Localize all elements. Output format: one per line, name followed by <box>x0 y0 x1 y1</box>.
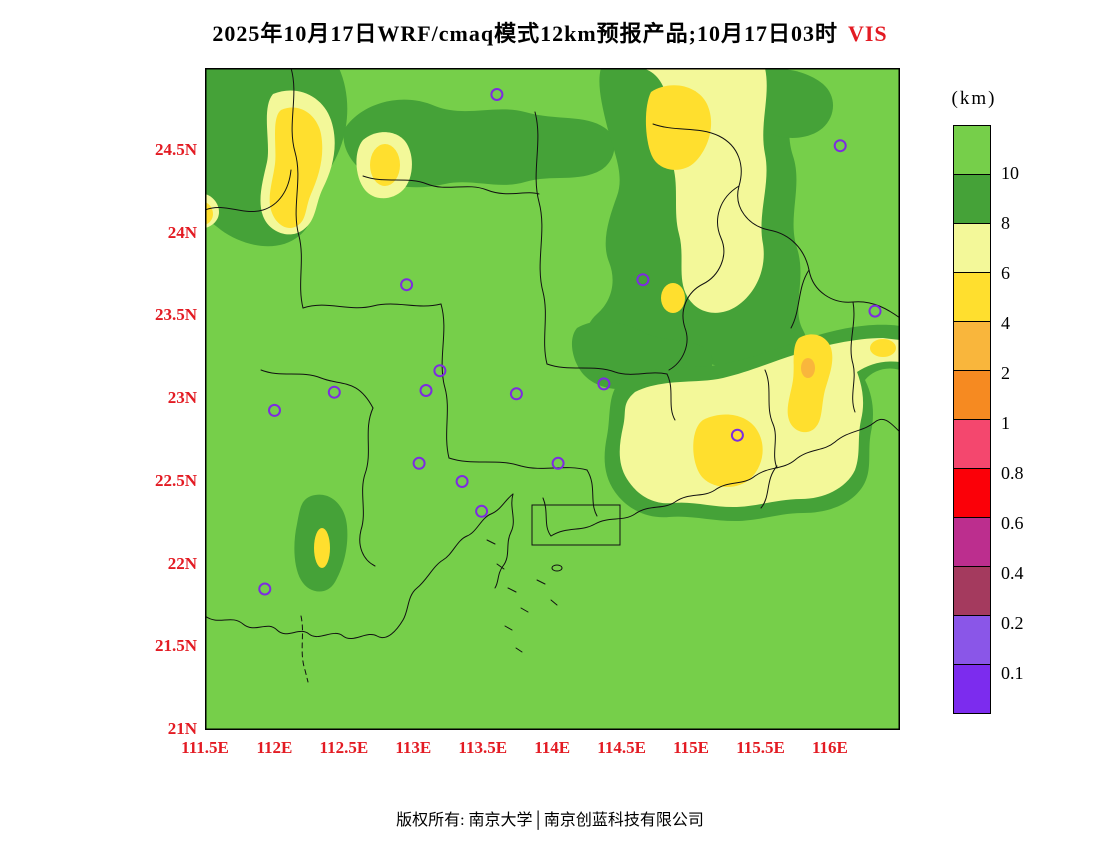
colorbar-cell-8 <box>953 517 991 567</box>
colorbar-label-6: 6 <box>1001 263 1010 283</box>
title-variable: VIS <box>847 21 888 46</box>
colorbar-cell-10 <box>953 615 991 665</box>
colorbar-label-0.2: 0.2 <box>1001 613 1024 633</box>
colorbar-cell-3 <box>953 272 991 322</box>
lat-tick-21.5N: 21.5N <box>154 636 197 656</box>
station-marker <box>268 403 281 417</box>
colorbar-label-0.1: 0.1 <box>1001 663 1024 683</box>
station-marker <box>258 582 272 596</box>
lat-tick-21N: 21N <box>167 718 197 738</box>
colorbar-label-0.6: 0.6 <box>1001 513 1024 533</box>
station-marker <box>833 139 847 153</box>
colorbar-label-8: 8 <box>1001 213 1010 233</box>
colorbar-label-10: 10 <box>1001 163 1019 183</box>
station-marker <box>327 385 341 399</box>
station-marker <box>400 278 414 292</box>
title-text: 2025年10月17日WRF/cmaq模式12km预报产品;10月17日03时 <box>212 21 838 46</box>
lon-tick-113.5E: 113.5E <box>458 738 508 757</box>
estuary-inset-box <box>531 504 621 546</box>
station-marker <box>551 456 565 470</box>
station-marker <box>509 387 523 401</box>
station-marker <box>597 377 611 391</box>
forecast-map <box>205 68 900 730</box>
lon-tick-114.5E: 114.5E <box>597 738 646 757</box>
colorbar-label-0.4: 0.4 <box>1001 563 1024 583</box>
station-marker <box>490 88 504 101</box>
lon-tick-112.5E: 112.5E <box>319 738 369 757</box>
station-marker <box>419 384 433 397</box>
copyright-footer: 版权所有: 南京大学│南京创蓝科技有限公司 <box>396 812 704 829</box>
colorbar-label-2: 2 <box>1001 363 1010 383</box>
lon-tick-111.5E: 111.5E <box>181 738 229 757</box>
colorbar-cell-5 <box>953 370 991 420</box>
colorbar-cell-6 <box>953 419 991 469</box>
station-markers <box>258 88 882 596</box>
lat-tick-24N: 24N <box>167 222 197 242</box>
station-marker <box>868 304 882 318</box>
colorbar-label-1: 1 <box>1001 413 1010 433</box>
colorbar-cell-0 <box>953 125 991 175</box>
station-marker <box>730 428 744 442</box>
lat-tick-23N: 23N <box>167 388 197 408</box>
lon-tick-115E: 115E <box>673 738 710 757</box>
lon-tick-112E: 112E <box>256 738 293 757</box>
contour-4-6km <box>205 85 896 568</box>
colorbar-unit: (km) <box>951 88 997 109</box>
page-title: 2025年10月17日WRF/cmaq模式12km预报产品;10月17日03时 V… <box>0 16 1100 48</box>
colorbar-cell-7 <box>953 468 991 518</box>
station-marker <box>475 504 489 518</box>
lat-tick-24.5N: 24.5N <box>154 140 197 159</box>
lon-tick-115.5E: 115.5E <box>736 738 785 757</box>
admin-boundaries <box>205 68 900 683</box>
colorbar <box>953 125 991 714</box>
station-marker <box>433 364 447 378</box>
station-marker <box>636 273 650 287</box>
lat-tick-22.5N: 22.5N <box>154 470 197 490</box>
colorbar-cell-11 <box>953 664 991 714</box>
map-frame <box>205 68 900 730</box>
colorbar-cell-9 <box>953 566 991 616</box>
colorbar-cell-2 <box>953 223 991 273</box>
colorbar-label-0.8: 0.8 <box>1001 463 1024 483</box>
colorbar-cell-1 <box>953 174 991 224</box>
colorbar-cell-4 <box>953 321 991 371</box>
lon-tick-114E: 114E <box>534 738 571 757</box>
lon-tick-113E: 113E <box>395 738 432 757</box>
station-marker <box>455 475 469 488</box>
lon-tick-116E: 116E <box>812 738 848 757</box>
lat-tick-23.5N: 23.5N <box>154 305 197 325</box>
colorbar-label-4: 4 <box>1001 313 1010 333</box>
lat-tick-22N: 22N <box>167 553 197 573</box>
contour-2-4km <box>801 358 815 378</box>
station-marker <box>412 456 426 470</box>
